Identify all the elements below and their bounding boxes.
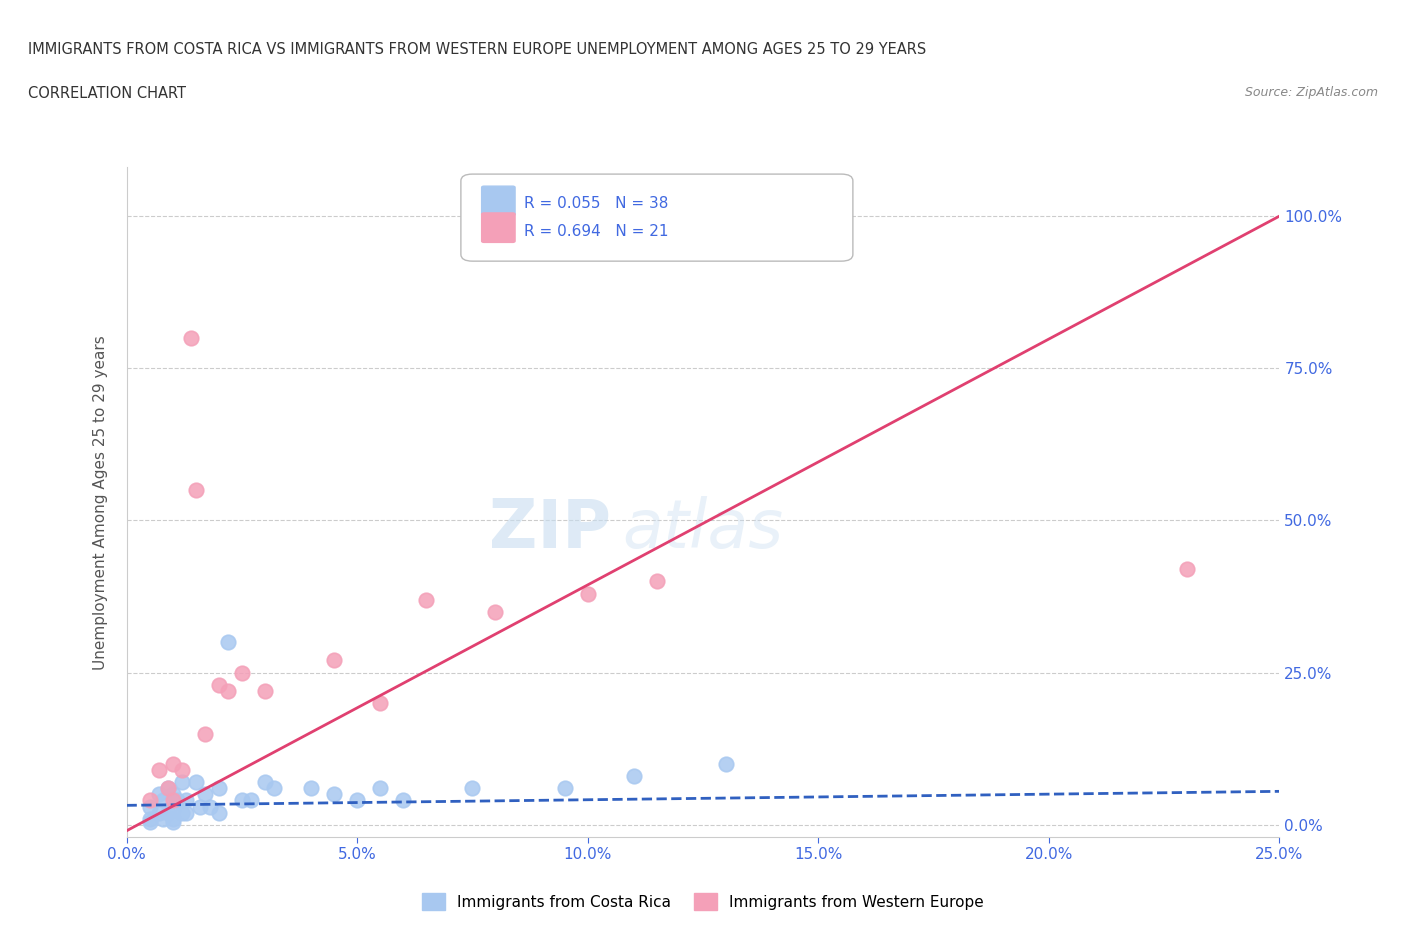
Point — [180, 330, 202, 345]
Point — [148, 805, 170, 820]
Point — [162, 787, 184, 802]
Text: ZIP: ZIP — [489, 496, 610, 562]
Point — [138, 815, 160, 830]
Point — [785, 208, 807, 223]
Point — [198, 799, 221, 814]
FancyBboxPatch shape — [482, 213, 515, 243]
Point — [253, 684, 276, 698]
Text: R = 0.055   N = 38: R = 0.055 N = 38 — [524, 196, 669, 211]
Point — [299, 781, 322, 796]
Point — [162, 803, 184, 817]
Point — [217, 684, 239, 698]
Point — [645, 574, 668, 589]
FancyBboxPatch shape — [482, 186, 515, 216]
Point — [157, 805, 180, 820]
Point — [148, 787, 170, 802]
Point — [323, 653, 346, 668]
Point — [162, 793, 184, 808]
Text: R = 0.694   N = 21: R = 0.694 N = 21 — [524, 224, 669, 239]
Text: atlas: atlas — [623, 496, 783, 562]
Point — [170, 763, 193, 777]
Point — [323, 787, 346, 802]
Point — [176, 793, 198, 808]
Point — [152, 811, 174, 826]
Text: CORRELATION CHART: CORRELATION CHART — [28, 86, 186, 100]
Point — [208, 781, 231, 796]
Point — [194, 726, 217, 741]
Point — [346, 793, 368, 808]
Point — [368, 781, 391, 796]
Point — [138, 793, 160, 808]
Y-axis label: Unemployment Among Ages 25 to 29 years: Unemployment Among Ages 25 to 29 years — [93, 335, 108, 670]
Point — [623, 769, 645, 784]
Point — [217, 635, 239, 650]
Point — [184, 483, 207, 498]
Point — [415, 592, 437, 607]
Point — [240, 793, 263, 808]
Point — [166, 793, 188, 808]
Point — [208, 677, 231, 692]
Point — [162, 811, 184, 826]
Point — [152, 793, 174, 808]
Point — [392, 793, 415, 808]
Point — [138, 811, 160, 826]
Point — [162, 815, 184, 830]
Point — [461, 781, 484, 796]
Text: IMMIGRANTS FROM COSTA RICA VS IMMIGRANTS FROM WESTERN EUROPE UNEMPLOYMENT AMONG : IMMIGRANTS FROM COSTA RICA VS IMMIGRANTS… — [28, 42, 927, 57]
Point — [162, 756, 184, 771]
Text: Source: ZipAtlas.com: Source: ZipAtlas.com — [1244, 86, 1378, 99]
Point — [714, 756, 737, 771]
FancyBboxPatch shape — [461, 174, 853, 261]
Point — [554, 781, 576, 796]
Legend: Immigrants from Costa Rica, Immigrants from Western Europe: Immigrants from Costa Rica, Immigrants f… — [415, 885, 991, 918]
Point — [148, 763, 170, 777]
Point — [484, 604, 506, 619]
Point — [263, 781, 285, 796]
Point — [576, 586, 599, 601]
Point — [170, 805, 193, 820]
Point — [138, 799, 160, 814]
Point — [157, 781, 180, 796]
Point — [231, 793, 253, 808]
Point — [208, 805, 231, 820]
Point — [176, 805, 198, 820]
Point — [1175, 562, 1198, 577]
Point — [253, 775, 276, 790]
Point — [368, 696, 391, 711]
Point — [231, 665, 253, 680]
Point — [188, 799, 211, 814]
Point — [170, 775, 193, 790]
Point — [194, 787, 217, 802]
Point — [157, 781, 180, 796]
Point — [184, 775, 207, 790]
